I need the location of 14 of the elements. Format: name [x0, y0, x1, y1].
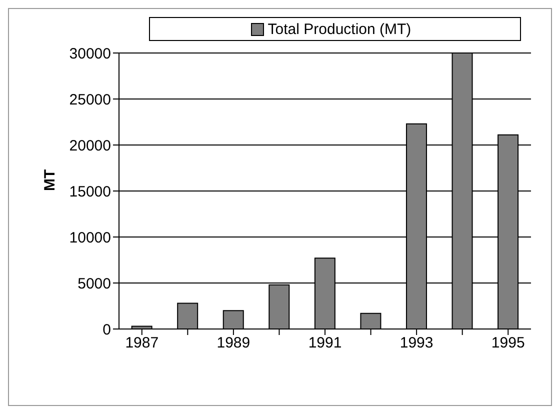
x-tick-label: 1989: [216, 334, 250, 352]
y-axis-title: MT: [41, 169, 58, 191]
y-tick-label: 0: [102, 321, 111, 338]
y-tick-label: 10000: [69, 229, 111, 246]
x-tick-label: 1995: [491, 334, 525, 352]
y-tick-label: 25000: [69, 91, 111, 108]
x-tick-label: 1993: [400, 334, 434, 352]
y-tick-label: 30000: [69, 45, 111, 62]
y-tick-label: 20000: [69, 137, 111, 154]
x-tick-label: 1991: [308, 334, 342, 352]
y-tick-label: 5000: [78, 275, 111, 292]
y-tick-label: 15000: [69, 183, 111, 200]
x-tick-label: 1987: [125, 334, 159, 352]
legend-label: Total Production (MT): [266, 20, 412, 38]
